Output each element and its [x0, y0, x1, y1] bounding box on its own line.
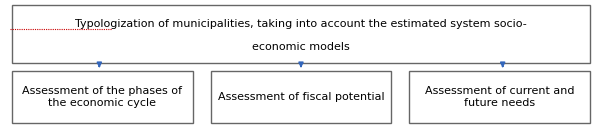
FancyArrowPatch shape	[501, 62, 504, 66]
Text: Typologization of municipalities, taking into account the estimated system socio: Typologization of municipalities, taking…	[75, 19, 527, 29]
FancyBboxPatch shape	[211, 71, 391, 123]
FancyBboxPatch shape	[12, 5, 590, 63]
FancyBboxPatch shape	[12, 71, 193, 123]
Text: Assessment of the phases of
the economic cycle: Assessment of the phases of the economic…	[22, 86, 182, 108]
Text: Assessment of current and
future needs: Assessment of current and future needs	[425, 86, 574, 108]
FancyBboxPatch shape	[409, 71, 590, 123]
FancyArrowPatch shape	[299, 62, 303, 66]
Text: Assessment of fiscal potential: Assessment of fiscal potential	[218, 92, 384, 102]
Text: economic models: economic models	[252, 42, 350, 52]
FancyArrowPatch shape	[98, 62, 101, 66]
